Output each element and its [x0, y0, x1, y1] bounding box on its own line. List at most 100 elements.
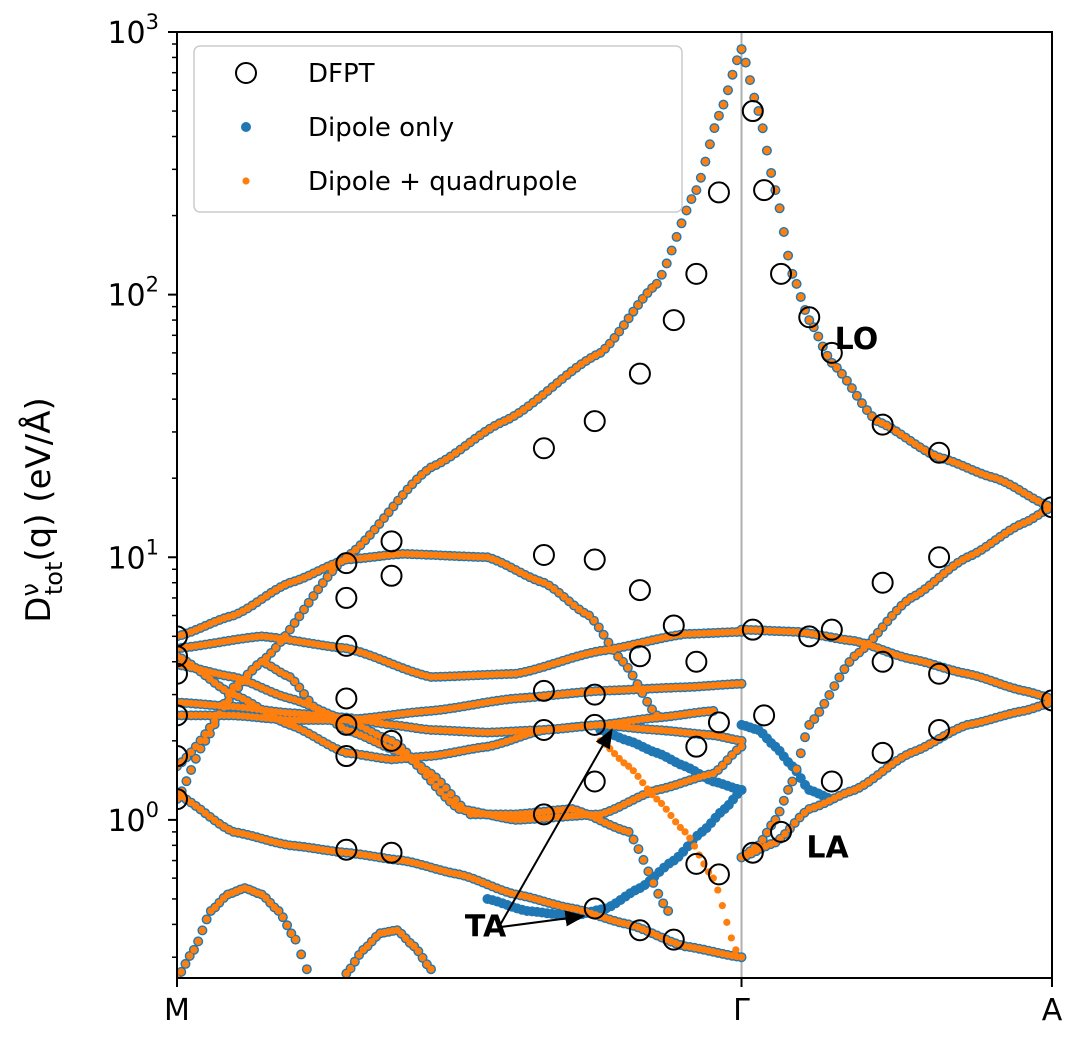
quadrupole-point: [558, 375, 566, 383]
quadrupole-point: [565, 597, 573, 605]
quadrupole-point: [363, 942, 372, 950]
quadrupole-point: [714, 766, 722, 774]
quadrupole-point: [629, 767, 637, 775]
quadrupole-point: [389, 502, 397, 511]
quadrupole-point: [830, 682, 838, 690]
dfpt-point: [177, 662, 188, 685]
quadrupole-point: [403, 752, 412, 760]
legend-marker-quadrupole: [242, 177, 250, 185]
quadrupole-point: [351, 958, 359, 966]
quadrupole-point: [300, 605, 308, 614]
x-tick-label: Γ: [733, 993, 750, 1028]
quadrupole-point: [286, 626, 294, 634]
quadrupole-point: [858, 399, 866, 407]
quadrupole-point: [629, 835, 638, 844]
dfpt-point: [707, 711, 730, 734]
quadrupole-point: [187, 766, 195, 774]
quadrupole-point: [879, 623, 887, 631]
quadrupole-point: [715, 112, 723, 120]
quadrupole-point: [682, 206, 691, 215]
quadrupole-point: [610, 334, 619, 342]
quadrupole-point: [624, 664, 632, 672]
dfpt-point: [177, 645, 188, 668]
quadrupole-point: [797, 749, 805, 757]
quadrupole-point: [690, 842, 699, 850]
quadrupole-point: [297, 950, 305, 959]
quadrupole-point: [323, 573, 332, 581]
quadrupole-point: [300, 690, 308, 698]
quadrupole-point: [366, 531, 374, 539]
quadrupole-point: [733, 56, 741, 64]
quadrupole-point: [408, 756, 416, 764]
dfpt-point: [662, 309, 685, 332]
dfpt-point: [583, 410, 606, 433]
dfpt-point: [177, 788, 188, 811]
quadrupole-point: [737, 743, 746, 751]
quadrupole-point: [614, 652, 622, 661]
quadrupole-point: [737, 680, 746, 688]
dfpt-point: [583, 770, 606, 793]
quadrupole-point: [672, 233, 681, 241]
dfpt-point: [871, 650, 894, 673]
quadrupole-point: [272, 644, 280, 652]
legend: DFPT Dipole only Dipole + quadrupole: [193, 45, 683, 213]
dfpt-point: [628, 362, 651, 385]
quadrupole-point: [303, 965, 311, 973]
quadrupole-point: [853, 392, 861, 400]
quadrupole-point: [664, 907, 672, 915]
quadrupole-point: [447, 790, 455, 798]
quadrupole-point: [797, 293, 805, 301]
dfpt-point: [741, 841, 764, 864]
y-tick-label: 103: [107, 10, 159, 51]
quadrupole-point: [239, 675, 247, 683]
quadrupole-point: [177, 968, 185, 976]
legend-label: Dipole + quadrupole: [308, 167, 577, 197]
quadrupole-point: [629, 307, 637, 316]
dfpt-point: [685, 262, 708, 285]
quadrupole-point: [860, 644, 868, 652]
quadrupole-point: [648, 284, 656, 292]
quadrupole-point: [606, 340, 614, 348]
quadrupole-point: [935, 573, 943, 582]
quadrupole-point: [194, 937, 202, 945]
dfpt-point: [628, 919, 651, 942]
legend-marker-dipole: [241, 122, 251, 132]
quadrupole-point: [883, 617, 891, 625]
quadrupole-point: [402, 934, 410, 942]
dfpt-point: [532, 543, 555, 566]
quadrupole-point: [262, 654, 270, 662]
annotation-la: LA: [806, 830, 849, 865]
quadrupole-point: [780, 228, 788, 236]
dfpt-point: [928, 718, 951, 741]
quadrupole-point: [833, 364, 841, 372]
annotation-lo: LO: [835, 322, 879, 357]
dfpt-point: [707, 863, 730, 886]
dfpt-point: [685, 735, 708, 758]
quadrupole-point: [719, 101, 728, 109]
quadrupole-point: [662, 805, 670, 813]
quadrupole-point: [776, 204, 784, 212]
dfpt-point: [820, 770, 843, 793]
dfpt-point: [707, 181, 730, 204]
quadrupole-point: [291, 619, 299, 627]
quadrupole-point: [423, 960, 431, 968]
quadrupole-point: [676, 823, 684, 832]
quadrupole-point: [869, 634, 877, 642]
quadrupole-point: [784, 786, 792, 794]
quadrupole-point: [436, 788, 445, 796]
svg-text:Dνtot(q) (eV/Å): Dνtot(q) (eV/Å): [16, 397, 68, 622]
quadrupole-point: [634, 845, 643, 853]
quadrupole-point: [283, 921, 291, 929]
quadrupole-point: [897, 602, 906, 610]
quadrupole-point: [825, 691, 833, 699]
dfpt-point: [770, 262, 793, 285]
quadrupole-point: [295, 612, 303, 620]
quadrupole-point: [805, 316, 813, 324]
quadrupole-point: [394, 497, 402, 505]
y-axis-label: Dνtot(q) (eV/Å): [16, 397, 68, 622]
quadrupole-point: [763, 829, 771, 837]
quadrupole-point: [368, 937, 376, 946]
quadrupole-point: [723, 756, 732, 764]
dfpt-point: [380, 564, 403, 587]
quadrupole-point: [600, 631, 608, 639]
